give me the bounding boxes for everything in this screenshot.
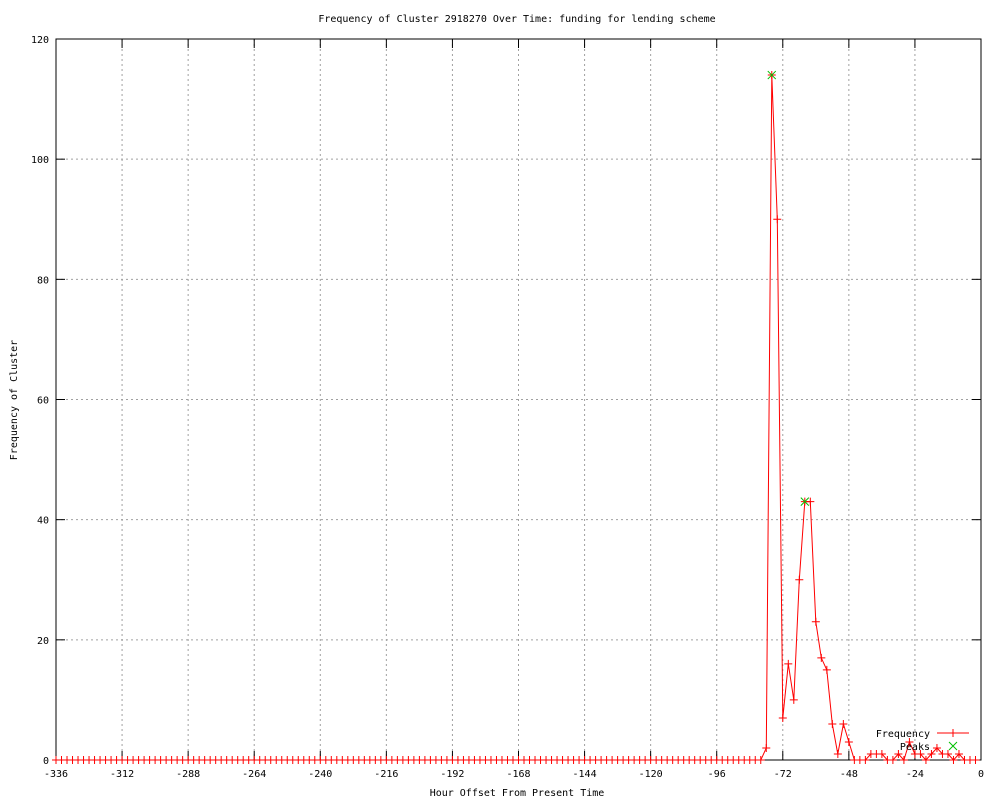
x-tick-label: -240 — [308, 769, 332, 780]
x-tick-label: -96 — [708, 769, 726, 780]
grid — [56, 39, 981, 760]
frequency-point — [927, 749, 936, 758]
series-layer — [52, 70, 980, 764]
y-tick-label: 60 — [37, 396, 49, 407]
frequency-point — [756, 756, 765, 764]
x-axis-label: Hour Offset From Present Time — [430, 788, 605, 799]
x-tick-label: -192 — [440, 769, 464, 780]
frequency-point — [784, 659, 793, 668]
frequency-point — [899, 756, 908, 764]
frequency-point — [762, 743, 771, 752]
peak-point — [767, 70, 777, 80]
frequency-point — [877, 749, 886, 758]
frequency-line — [56, 75, 976, 761]
legend-label-peaks: Peaks — [900, 742, 930, 753]
x-tick-label: -336 — [44, 769, 68, 780]
x-tick-label: -168 — [506, 769, 530, 780]
peak-point — [800, 497, 810, 506]
frequency-point — [778, 713, 787, 722]
x-tick-label: -144 — [573, 769, 597, 780]
legend-sample-frequency-cross — [949, 729, 957, 737]
frequency-point — [795, 575, 804, 584]
frequency-point — [861, 756, 870, 764]
frequency-point — [844, 737, 853, 746]
frequency-point — [894, 749, 903, 758]
x-tick-label: -24 — [906, 769, 924, 780]
legend-sample-peaks-marker — [948, 741, 958, 751]
axis-ticks: -336 -312 -288 -264 -240 -216 -192 -168 -144 -120… — [31, 35, 984, 780]
frequency-point — [905, 737, 914, 746]
chart-title: Frequency of Cluster 2918270 Over Time: … — [318, 14, 715, 25]
legend-label-frequency: Frequency — [876, 729, 930, 740]
frequency-point — [828, 719, 837, 728]
x-tick-label: -264 — [242, 769, 266, 780]
frequency-point — [954, 749, 963, 758]
x-tick-label: -120 — [639, 769, 663, 780]
y-tick-label: 80 — [37, 275, 49, 286]
legend: Frequency Peaks — [876, 729, 969, 753]
y-tick-label: 0 — [43, 756, 49, 767]
y-tick-label: 120 — [31, 35, 49, 46]
frequency-point — [811, 617, 820, 626]
x-tick-label: -312 — [110, 769, 134, 780]
frequency-point — [806, 497, 815, 506]
y-tick-label: 20 — [37, 636, 49, 647]
frequency-point — [822, 665, 831, 674]
frequency-point — [773, 215, 782, 224]
frequency-point — [916, 749, 925, 758]
x-tick-label: -48 — [840, 769, 858, 780]
frequency-point — [789, 695, 798, 704]
frequency-point — [888, 756, 897, 764]
frequency-point — [921, 756, 930, 764]
x-tick-label: -216 — [374, 769, 398, 780]
x-tick-label: -288 — [176, 769, 200, 780]
frequency-point — [817, 653, 826, 662]
y-axis-label: Frequency of Cluster — [9, 340, 20, 460]
x-tick-label: 0 — [978, 769, 984, 780]
y-tick-label: 100 — [31, 155, 49, 166]
frequency-point — [943, 749, 952, 758]
frequency-point — [971, 756, 980, 764]
frequency-point — [932, 743, 941, 752]
frequency-point — [833, 749, 842, 758]
x-tick-label: -72 — [774, 769, 792, 780]
frequency-point — [949, 756, 958, 764]
y-tick-label: 40 — [37, 516, 49, 527]
frequency-point — [839, 719, 848, 728]
